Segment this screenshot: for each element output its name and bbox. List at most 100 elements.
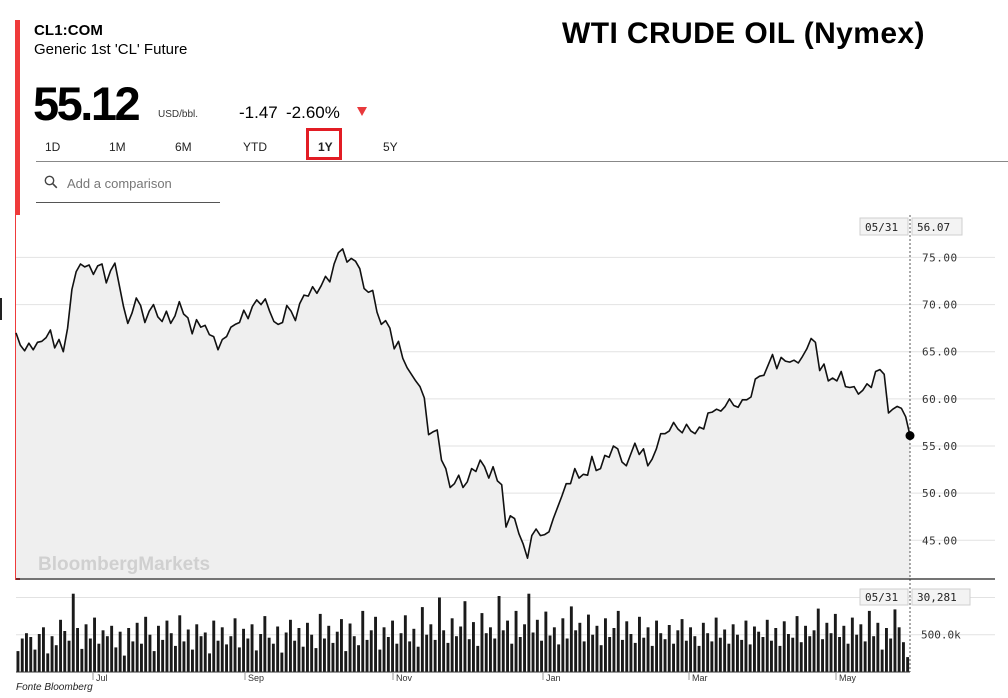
volume-bar — [352, 636, 356, 672]
volume-bar — [680, 619, 684, 672]
volume-bar — [723, 629, 727, 672]
volume-bar — [744, 620, 748, 672]
watermark: BloombergMarkets — [38, 554, 210, 575]
volume-bar — [344, 651, 348, 672]
range-tab-5y[interactable]: 5Y — [383, 140, 398, 154]
volume-bar — [323, 638, 326, 672]
range-tab-1m[interactable]: 1M — [109, 140, 126, 154]
volume-bar — [237, 647, 241, 672]
volume-bar — [455, 636, 458, 672]
volume-bar — [812, 630, 816, 672]
x-tick-label: Mar — [692, 673, 708, 683]
volume-bar — [110, 625, 114, 672]
search-icon[interactable] — [44, 175, 58, 189]
volume-bar — [16, 651, 20, 672]
volume-bar — [872, 636, 876, 672]
volume-bar — [297, 628, 301, 672]
volume-bar — [165, 620, 169, 672]
volume-bar — [416, 646, 420, 672]
y-tick-label: 75.00 — [922, 251, 958, 264]
volume-bar — [467, 639, 471, 672]
down-arrow-icon — [357, 107, 367, 116]
y-tick-label: 55.00 — [922, 440, 958, 453]
volume-bar — [84, 624, 88, 672]
volume-bar — [314, 648, 318, 672]
volume-bar — [782, 621, 786, 672]
volume-bar — [587, 614, 590, 672]
volume-bar — [501, 630, 505, 672]
volume-bar — [301, 646, 305, 672]
volume-bar — [374, 616, 377, 672]
volume-bar — [569, 606, 573, 672]
y-tick-label: 60.00 — [922, 393, 958, 406]
range-tab-6m[interactable]: 6M — [175, 140, 192, 154]
comparison-search-input[interactable]: Add a comparison — [67, 176, 172, 191]
price-change-percent: -2.60% — [286, 103, 340, 122]
range-tab-1y[interactable]: 1Y — [318, 140, 333, 154]
volume-bar — [369, 630, 373, 672]
tabs-divider — [36, 161, 1008, 162]
volume-bar — [157, 625, 160, 672]
volume-bar — [599, 645, 603, 672]
volume-bar — [293, 640, 297, 672]
volume-bar — [633, 642, 637, 672]
volume-bar — [672, 643, 675, 672]
volume-bar — [595, 625, 599, 672]
volume-bar — [71, 593, 75, 672]
volume-bar — [267, 637, 271, 672]
volume-bar — [667, 625, 671, 672]
volume-bar — [684, 640, 688, 672]
volume-bar — [748, 644, 752, 672]
volume-bar — [497, 596, 501, 672]
volume-bar — [212, 620, 216, 672]
volume-bar — [757, 631, 761, 672]
volume-bar — [825, 622, 829, 672]
volume-bar — [37, 634, 41, 672]
volume-bar — [646, 627, 650, 672]
volume-bar — [591, 634, 595, 672]
volume-bar — [718, 637, 722, 672]
volume-bar — [259, 634, 263, 672]
volume-bar — [876, 622, 880, 672]
volume-tick-label: 500.0k — [921, 629, 961, 642]
range-tab-ytd[interactable]: YTD — [243, 140, 267, 154]
range-tab-1d[interactable]: 1D — [45, 140, 61, 154]
search-underline — [36, 202, 220, 203]
volume-bar — [714, 617, 718, 672]
volume-bar — [391, 620, 394, 672]
cursor-date-box — [859, 217, 909, 236]
volume-bar — [770, 640, 773, 672]
volume-bar — [642, 637, 646, 672]
volume-bar — [472, 622, 475, 672]
volume-bar — [731, 624, 735, 672]
selected-range-highlight — [306, 128, 342, 160]
volume-bar — [693, 636, 697, 672]
volume-bar — [808, 636, 812, 672]
volume-bar — [842, 625, 846, 672]
x-tick-label: Nov — [396, 673, 413, 683]
volume-bar — [276, 626, 280, 672]
volume-bar — [386, 637, 390, 672]
last-price: 55.12 — [33, 77, 141, 130]
volume-bar — [403, 615, 407, 672]
volume-bar — [659, 633, 663, 672]
last-point-marker — [905, 431, 915, 441]
volume-bar — [736, 634, 739, 672]
volume-bar — [289, 619, 292, 672]
volume-bar — [335, 631, 339, 672]
volume-bar — [621, 639, 624, 672]
volume-bar — [271, 643, 275, 672]
volume-bar — [778, 645, 782, 672]
y-tick-label: 70.00 — [922, 299, 958, 312]
volume-bar — [552, 627, 556, 672]
volume-bar — [310, 634, 314, 672]
x-tick-label: Jan — [546, 673, 561, 683]
volume-bar — [250, 624, 254, 672]
volume-bar — [527, 593, 531, 672]
volume-bar — [761, 637, 765, 672]
instrument-name: Generic 1st 'CL' Future — [34, 41, 188, 58]
volume-bar — [59, 619, 62, 672]
source-note: Fonte Bloomberg — [16, 682, 93, 693]
volume-bar — [518, 637, 522, 672]
